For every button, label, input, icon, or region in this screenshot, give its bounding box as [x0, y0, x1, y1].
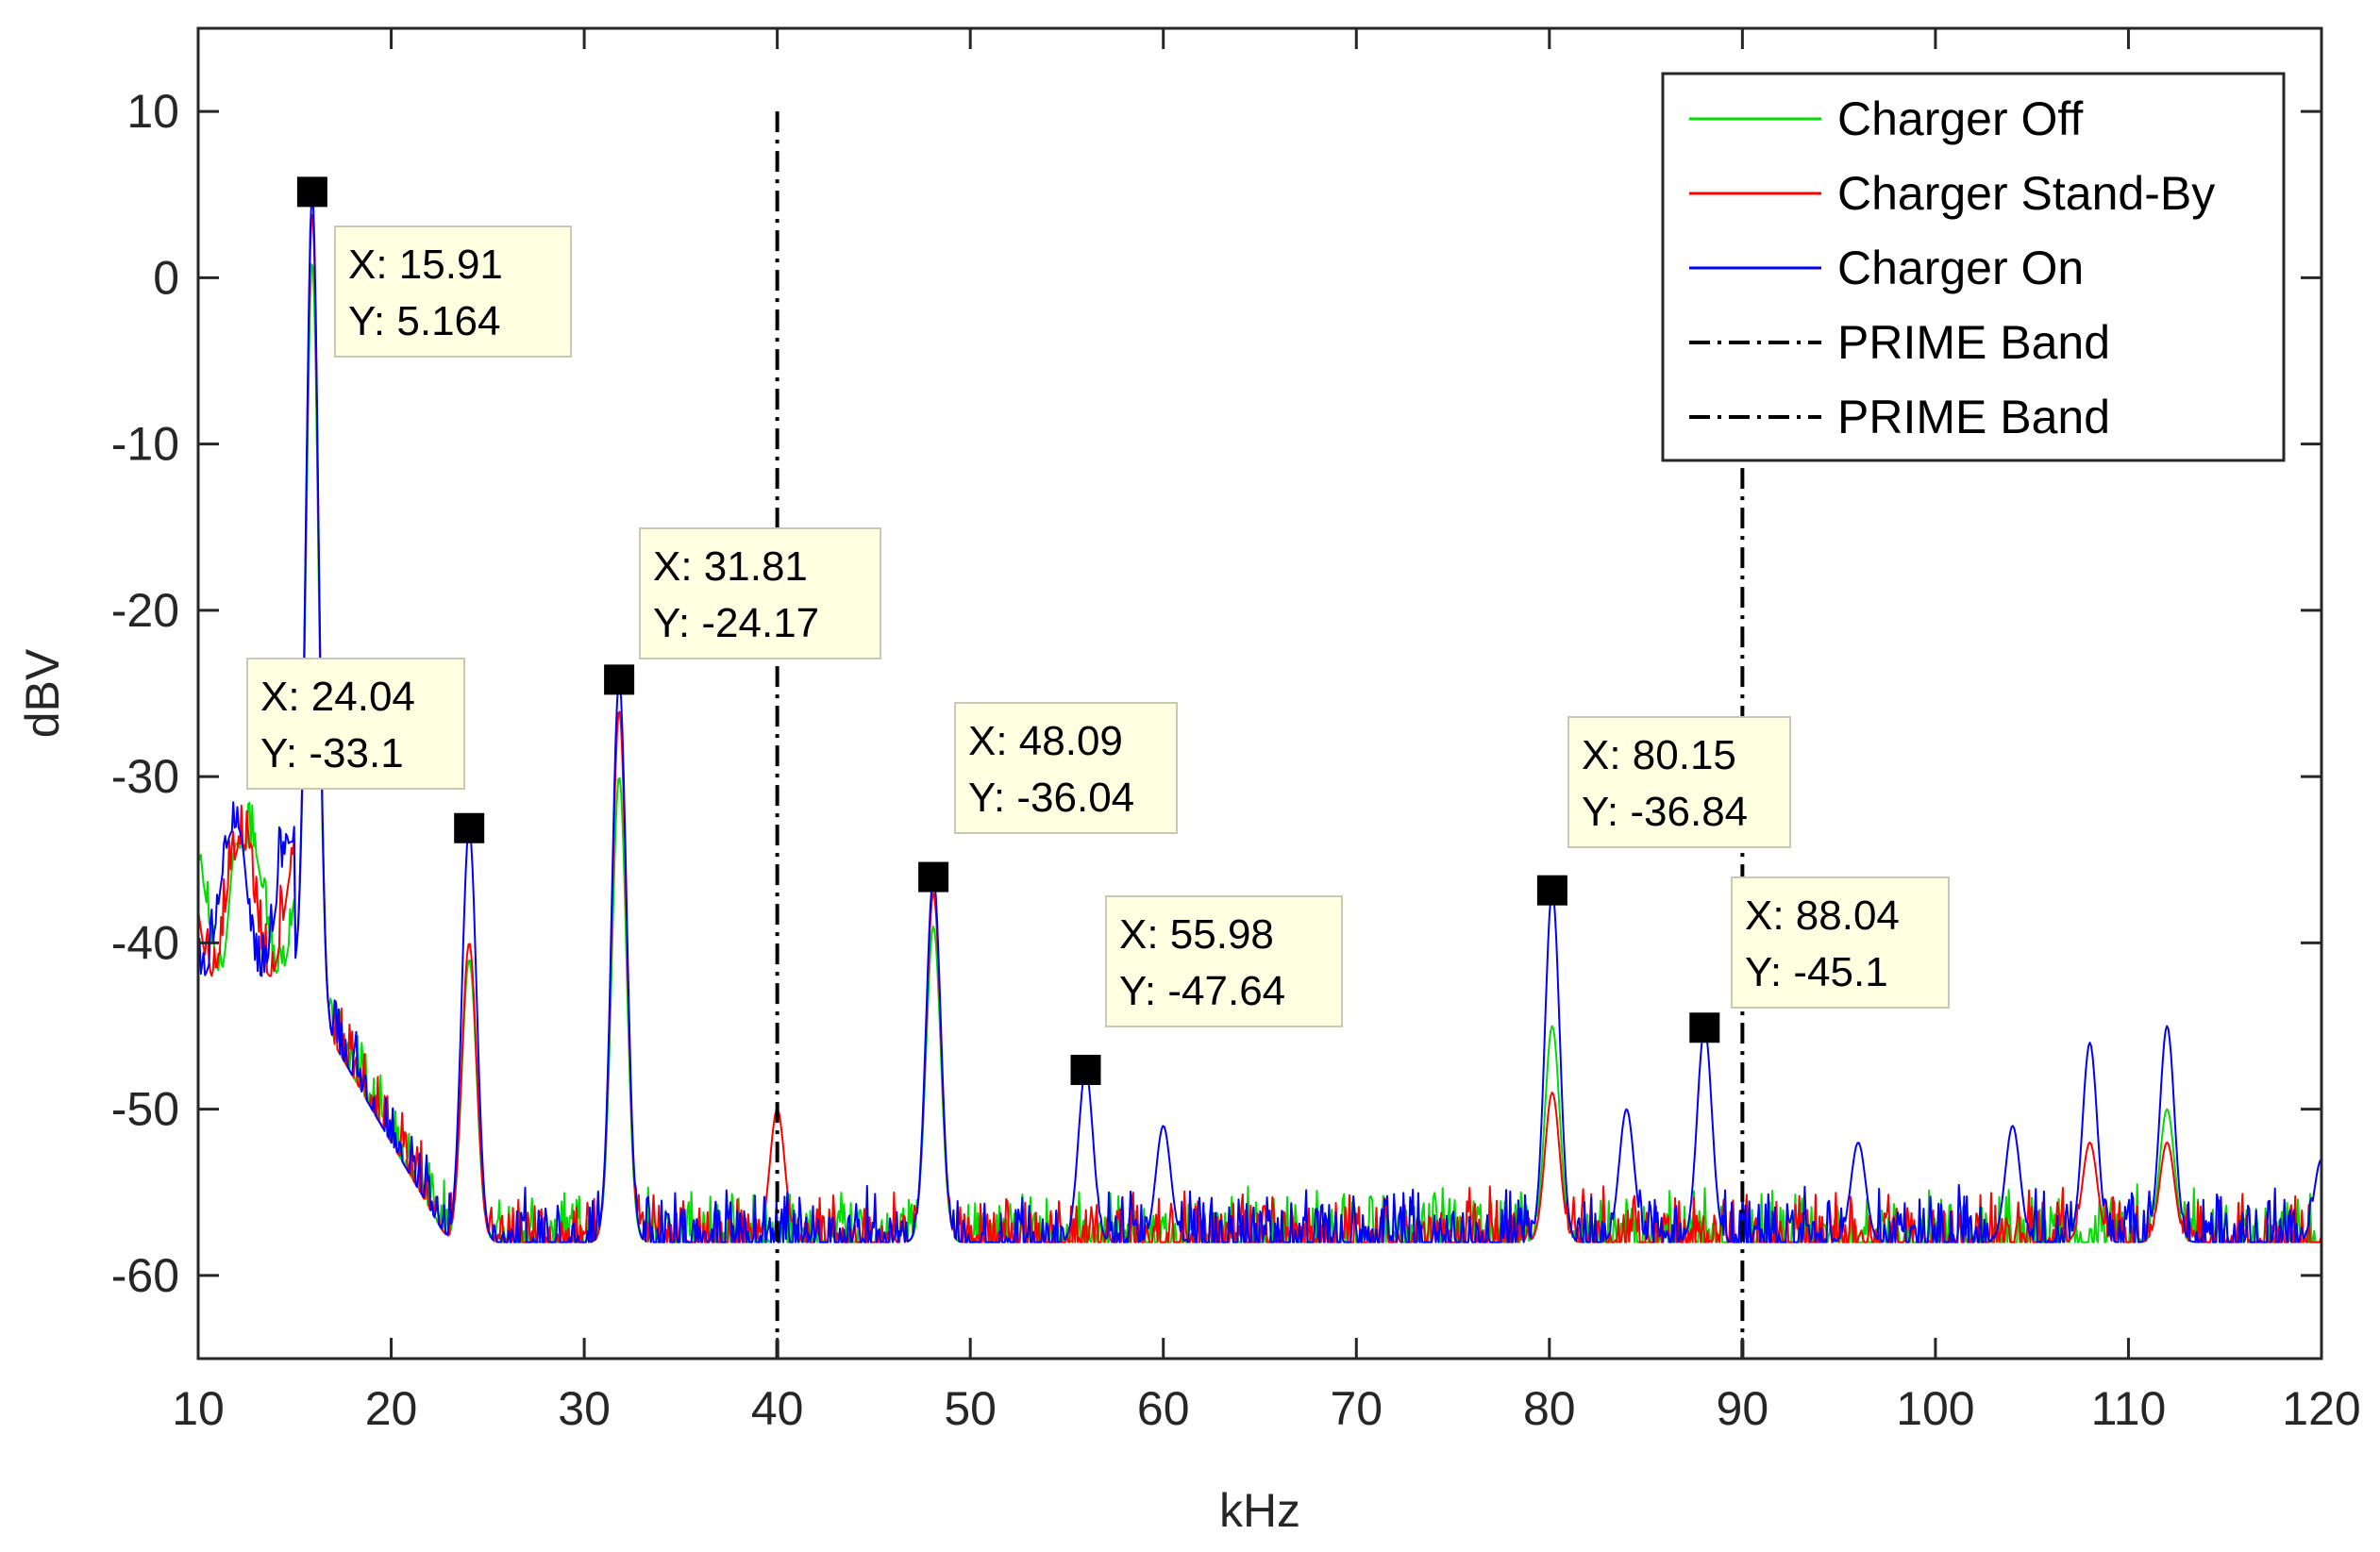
axes: 10 20 30 40 50 60 70 80 90 100 110 120100-10-20-30-…: [111, 28, 2361, 1435]
plot-frame: [196, 26, 2323, 1360]
datatip-y-label: Y: -33.1: [260, 730, 404, 776]
datatip-marker: [1070, 1055, 1101, 1086]
x-tick-label: 110: [2091, 1382, 2167, 1435]
x-tick-label: 120: [2282, 1382, 2360, 1435]
datatip-x-label: X: 31.81: [653, 543, 808, 590]
x-tick-label: 40: [751, 1382, 804, 1435]
datatip-marker: [454, 812, 485, 843]
y-tick-label: -50: [111, 1083, 179, 1136]
datatip-marker: [1689, 1012, 1720, 1043]
datatip-x-label: X: 48.09: [968, 718, 1123, 764]
datatip-y-label: Y: -36.84: [1582, 789, 1748, 835]
datatip-box: [1105, 895, 1343, 1027]
x-tick-label: 90: [1717, 1382, 1769, 1435]
datatip-marker: [604, 664, 635, 695]
datatip-x-label: X: 55.98: [1119, 911, 1274, 958]
x-tick-label: 80: [1523, 1382, 1576, 1435]
y-tick-label: -20: [111, 584, 179, 637]
y-tick-label: 0: [153, 251, 179, 304]
datatip-x-label: X: 15.91: [348, 242, 503, 288]
x-tick-label: 20: [365, 1382, 418, 1435]
x-tick-label: 70: [1330, 1382, 1383, 1435]
datatip-box: [954, 702, 1178, 834]
series-layer: [197, 194, 2322, 1243]
x-tick-label: 50: [944, 1382, 997, 1435]
datatip-y-label: Y: -24.17: [653, 600, 819, 646]
y-tick-label: -60: [111, 1249, 179, 1302]
datatip-box: [246, 658, 465, 790]
datatip-y-label: Y: -47.64: [1119, 968, 1285, 1014]
datatip-x-label: X: 80.15: [1582, 732, 1736, 778]
datatip-box: [1567, 716, 1791, 848]
datatip-marker: [296, 176, 327, 208]
y-axis-title: dBV: [16, 648, 69, 738]
y-tick-label: -40: [111, 916, 179, 969]
x-axis-title: kHz: [1219, 1484, 1300, 1537]
datatip-y-label: Y: -45.1: [1745, 949, 1888, 995]
datatip-box: [1731, 876, 1950, 1009]
datatip-x-label: X: 88.04: [1745, 893, 1900, 939]
datatip-box: [334, 225, 572, 358]
series-line-charger-on: [197, 194, 2322, 1243]
x-tick-label: 10: [172, 1382, 225, 1435]
x-tick-label: 60: [1137, 1382, 1190, 1435]
y-tick-label: -30: [111, 750, 179, 803]
x-tick-label: 30: [558, 1382, 611, 1435]
datatip-marker: [918, 861, 949, 893]
y-tick-label: -10: [111, 418, 179, 471]
legend-label-4: PRIME Band: [1837, 316, 2110, 369]
datatip-y-label: Y: 5.164: [348, 298, 500, 344]
legend-label-2: Charger Stand-By: [1837, 167, 2215, 220]
datatip-marker: [1536, 875, 1567, 906]
y-tick-label: 10: [126, 85, 179, 138]
legend-label-3: Charger On: [1837, 242, 2084, 294]
legend-label-1: Charger Off: [1837, 92, 2083, 145]
datatip-y-label: Y: -36.04: [968, 775, 1134, 821]
x-tick-label: 100: [1896, 1382, 1974, 1435]
datatip-layer: X: 15.91 Y: 5.164 X: 24.04 Y: -33.1 X: 31.81…: [246, 176, 1950, 1086]
datatip-x-label: X: 24.04: [260, 674, 415, 720]
legend-label-5: PRIME Band: [1837, 391, 2110, 443]
legend: Charger Off Charger Stand-By Charger On PRI…: [1661, 72, 2286, 462]
datatip-box: [639, 527, 881, 659]
